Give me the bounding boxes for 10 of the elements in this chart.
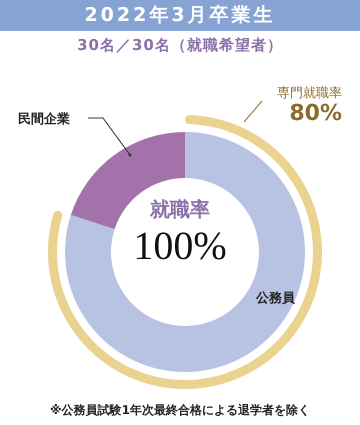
slice-label: 専門就職率: [276, 85, 342, 102]
data-label: 80%: [288, 101, 342, 126]
slice-label: 公務員: [256, 290, 295, 307]
text: 100%: [132, 222, 228, 269]
chart-subtitle: 30名／30名（就職希望者）: [76, 36, 284, 55]
slice-label: 民間企業: [18, 111, 70, 128]
chart-title: 2022年3月卒業生: [0, 0, 360, 31]
donut-slice: [65, 132, 305, 372]
text: 就職率: [148, 196, 211, 223]
text: ※公務員試験1年次最終合格による退学者を除く: [48, 402, 311, 419]
